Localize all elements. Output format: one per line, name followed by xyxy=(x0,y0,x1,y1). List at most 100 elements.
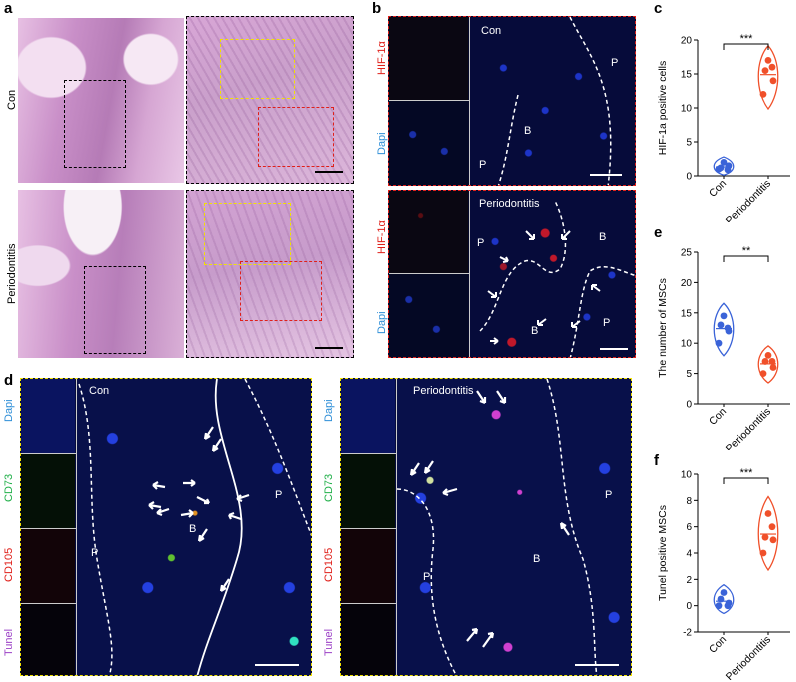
cd105-channel-d-con xyxy=(21,529,75,603)
data-point xyxy=(759,549,767,557)
fluor-periodontitis-block: Periodontitis P B B P xyxy=(388,190,636,358)
label-p: P xyxy=(605,489,613,501)
panel-label-a: a xyxy=(4,0,13,17)
x-tick-label: Periodontitis xyxy=(724,178,773,222)
data-point xyxy=(764,510,772,517)
violin xyxy=(757,44,779,111)
data-point xyxy=(761,67,769,74)
data-point xyxy=(724,324,732,332)
panel-label-f: f xyxy=(654,452,659,469)
x-tick-label: Periodontitis xyxy=(724,634,773,680)
data-point xyxy=(717,321,725,329)
cd73-channel-d-perio xyxy=(341,454,395,528)
channel-label-hif: HIF-1α xyxy=(376,41,388,75)
significance-bracket xyxy=(723,477,769,484)
y-tick-label: 5 xyxy=(686,138,692,149)
he-con-red-box xyxy=(258,107,334,167)
violin xyxy=(713,583,735,615)
he-perio-yellow-box xyxy=(204,203,291,265)
data-point xyxy=(759,91,767,98)
panel-label-e: e xyxy=(654,224,663,241)
violin xyxy=(757,495,779,572)
violin xyxy=(713,302,735,357)
y-tick-label: 6 xyxy=(686,522,692,533)
channel-label-cd73: CD73 xyxy=(3,473,15,502)
chart-c: HIF-1a positive cells 0 5 10 15 20 ConPeriodon… xyxy=(657,33,790,222)
label-p: P xyxy=(275,489,283,501)
y-tick-label: 10 xyxy=(681,104,693,115)
he-image-periodontitis-zoom xyxy=(186,190,354,358)
label-b: B xyxy=(599,231,607,243)
y-tick-label: -2 xyxy=(683,628,692,639)
data-point xyxy=(717,164,725,172)
label-p: P xyxy=(477,237,485,249)
he-perio-red-box xyxy=(240,261,322,321)
chart-e: The number of MSCs 0 5 10 15 20 25 ConPeriodont… xyxy=(657,245,790,450)
fluor-con-title: Con xyxy=(481,25,502,37)
channel-label-cd105: CD105 xyxy=(3,547,15,582)
he-con-yellow-box xyxy=(220,39,295,99)
y-axis-label: Tunel positive MSCs xyxy=(657,505,669,601)
fluor-d-periodontitis-title: Periodontitis xyxy=(413,385,474,397)
label-p: P xyxy=(611,57,619,69)
data-point xyxy=(768,358,776,365)
fluor-d-periodontitis-block: Periodontitis P B P xyxy=(340,378,632,676)
significance-label: ** xyxy=(742,245,751,257)
merged-image-d-periodontitis xyxy=(397,379,631,675)
label-p: P xyxy=(91,547,99,559)
channel-label-tunel: Tunel xyxy=(3,628,15,656)
scale-bar xyxy=(315,347,343,349)
channel-label-dapi: Dapi xyxy=(3,399,15,422)
significance-bracket xyxy=(723,255,769,262)
significance-bracket xyxy=(723,43,769,50)
violin xyxy=(757,345,779,384)
x-tick-label: Con xyxy=(707,634,729,656)
data-point xyxy=(764,57,772,64)
data-point xyxy=(768,523,776,531)
data-point xyxy=(720,312,728,320)
y-tick-label: 15 xyxy=(681,308,693,319)
data-point xyxy=(715,602,723,610)
data-point xyxy=(717,595,725,603)
channel-label-hif: HIF-1α xyxy=(376,220,388,254)
channel-label-dapi: Dapi xyxy=(323,399,335,422)
data-point xyxy=(761,533,769,541)
label-b: B xyxy=(531,325,539,337)
y-tick-label: 4 xyxy=(686,549,692,560)
y-tick-label: 20 xyxy=(681,278,693,289)
data-point xyxy=(769,77,777,85)
panel-label-c: c xyxy=(654,0,663,17)
y-axis-label: The number of MSCs xyxy=(657,278,669,378)
fluor-d-con-block: Con P B P xyxy=(20,378,312,676)
fluor-d-con-title: Con xyxy=(89,385,110,397)
data-point xyxy=(724,602,732,610)
x-tick-label: Periodontitis xyxy=(724,406,773,450)
y-axis-label: HIF-1a positive cells xyxy=(657,61,669,156)
data-point xyxy=(769,536,777,544)
he-image-periodontitis-overview xyxy=(18,190,184,358)
channel-label-tunel: Tunel xyxy=(323,628,335,656)
dapi-channel-d-con xyxy=(21,379,75,453)
label-b: B xyxy=(533,553,541,565)
y-tick-label: 0 xyxy=(686,400,692,411)
he-image-con-zoom xyxy=(186,16,354,184)
merged-image-d-con xyxy=(77,379,311,675)
row-label-con: Con xyxy=(6,89,18,110)
dapi-channel-d-perio xyxy=(341,379,395,453)
scale-bar xyxy=(315,171,343,173)
dapi-channel-con xyxy=(389,101,468,185)
tunel-channel-d-perio xyxy=(341,604,395,675)
y-tick-label: 10 xyxy=(681,339,693,350)
data-point xyxy=(764,351,772,359)
y-tick-label: 25 xyxy=(681,248,693,259)
data-point xyxy=(720,589,728,596)
y-tick-label: 0 xyxy=(686,601,692,612)
he-image-con-overview xyxy=(18,18,184,183)
x-tick-label: Con xyxy=(707,406,729,428)
chart-f: Tunel positive MSCs -2 0 2 4 6 8 10 ConPeriodont… xyxy=(657,467,790,680)
y-tick-label: 2 xyxy=(686,575,692,586)
y-tick-label: 0 xyxy=(686,172,692,183)
significance-label: *** xyxy=(740,33,754,45)
fluor-con-block: Con P B P xyxy=(388,16,636,186)
data-point xyxy=(769,364,777,371)
